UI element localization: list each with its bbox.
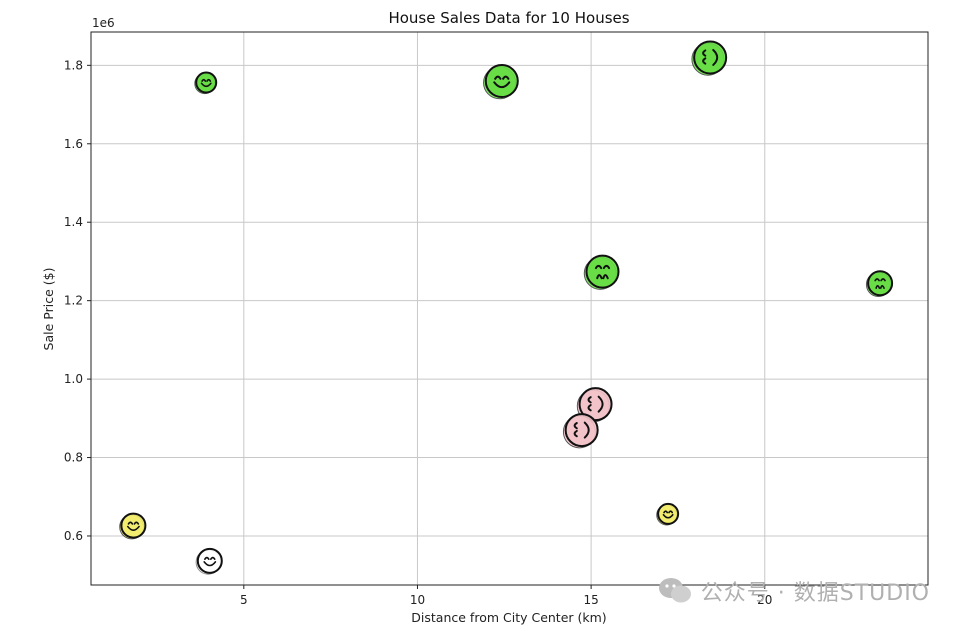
y-offset-label: 1e6 [92, 16, 115, 30]
x-tick-label: 10 [410, 593, 425, 607]
point-marker [195, 71, 218, 94]
wechat-icon [658, 578, 691, 603]
face-eyes [702, 49, 707, 65]
plot-frame [90, 31, 929, 586]
scatter-point [119, 512, 147, 540]
face-eyes [573, 422, 578, 438]
scatter-point [865, 270, 894, 298]
axis-ticks: 5 10 15 20 0.6 0.8 1.0 1.2 1.4 1.6 1.8 [64, 58, 773, 607]
y-tick-label: 1.6 [64, 137, 83, 151]
plot-background [91, 32, 928, 585]
x-tick-label: 15 [583, 593, 598, 607]
point-marker [578, 387, 613, 422]
point-marker [585, 254, 620, 289]
scatter-point [562, 413, 599, 449]
x-axis-label: Distance from City Center (km) [411, 610, 606, 625]
face-mouth [596, 274, 609, 280]
data-points [119, 40, 894, 575]
point-marker [120, 512, 147, 539]
face-eyes [587, 396, 592, 412]
face-eyes [874, 278, 886, 282]
scatter-point [195, 547, 223, 575]
y-tick-label: 1.8 [64, 58, 83, 72]
point-marker [693, 40, 728, 75]
y-tick-label: 0.8 [64, 451, 83, 465]
face-mouth [597, 395, 604, 413]
y-axis-label: Sale Price ($) [41, 268, 56, 351]
face-mouth [126, 525, 140, 531]
scatter-point [194, 71, 218, 95]
point-marker [867, 270, 894, 297]
face-mouth [875, 285, 885, 289]
face-eyes [663, 510, 674, 514]
watermark-text: 公众号 · 数据STUDIO [700, 581, 930, 606]
face-mouth [203, 561, 217, 567]
point-marker [657, 502, 680, 525]
face-mouth [493, 81, 511, 89]
face-eyes [127, 521, 140, 525]
face-eyes [204, 556, 216, 561]
grid-lines [91, 32, 928, 585]
face-mouth [712, 48, 719, 66]
x-tick-label: 5 [240, 593, 248, 607]
y-tick-label: 1.0 [64, 372, 83, 386]
x-tick-label: 20 [757, 593, 772, 607]
face-eyes [494, 75, 510, 80]
face-mouth [662, 513, 674, 519]
point-marker [564, 413, 599, 448]
face-mouth [200, 82, 212, 88]
face-eyes [201, 78, 212, 82]
scatter-point [583, 254, 620, 290]
scatter-point [656, 502, 680, 526]
face-mouth [583, 421, 590, 439]
scatter-point [691, 40, 728, 76]
y-tick-label: 1.2 [64, 294, 83, 308]
point-marker [196, 547, 223, 574]
y-tick-label: 1.4 [64, 215, 83, 229]
watermark: 公众号 · 数据STUDIO [657, 575, 930, 607]
y-tick-label: 0.6 [64, 529, 83, 543]
face-eyes [594, 264, 611, 270]
chart-title: House Sales Data for 10 Houses [388, 9, 629, 27]
point-marker [484, 64, 519, 99]
scatter-point [483, 64, 519, 100]
